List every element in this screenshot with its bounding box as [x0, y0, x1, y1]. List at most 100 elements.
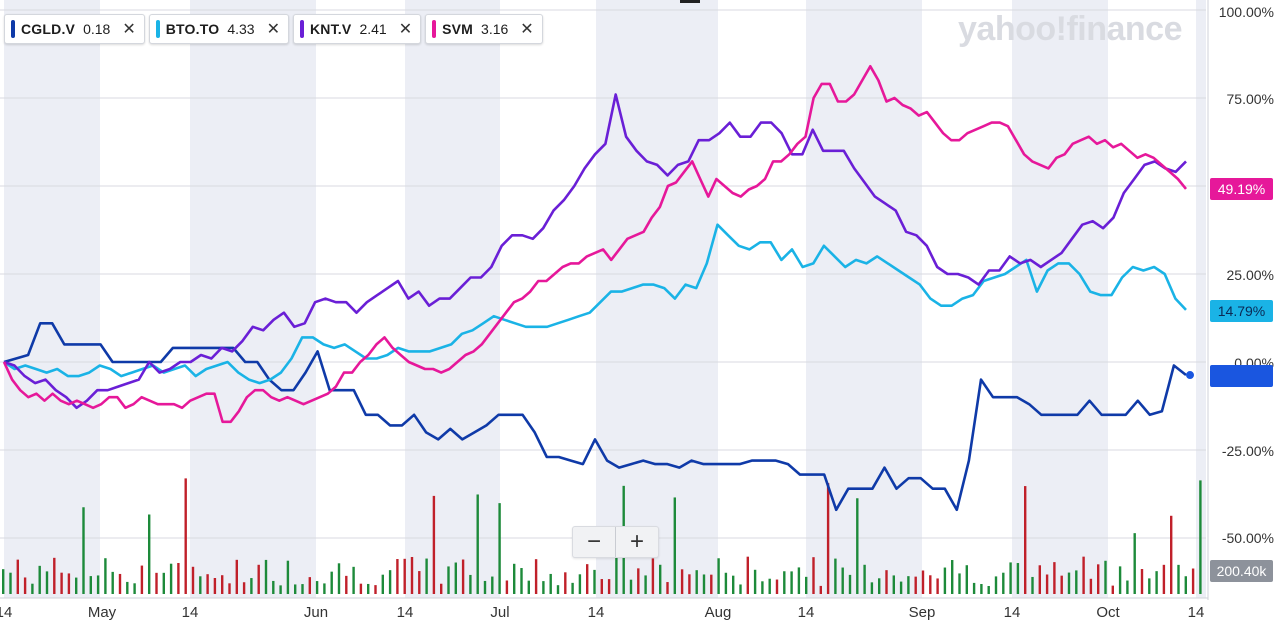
ticker-chip-bto[interactable]: BTO.TO 4.33 ✕ — [149, 14, 289, 44]
volume-bar — [1104, 561, 1106, 594]
series-line-knt-v — [4, 95, 1186, 408]
volume-bar — [1163, 565, 1165, 594]
volume-bar — [958, 573, 960, 594]
volume-bar — [871, 582, 873, 594]
volume-bar — [75, 578, 77, 594]
x-tick-label: Sep — [909, 604, 936, 621]
volume-bar — [279, 585, 281, 594]
volume-bar — [820, 586, 822, 594]
volume-bar — [1082, 557, 1084, 594]
close-icon[interactable]: ✕ — [267, 19, 280, 39]
volume-bar — [703, 574, 705, 594]
volume-bar — [1148, 578, 1150, 594]
ticker-color-swatch — [432, 20, 436, 38]
volume-bar — [1024, 486, 1026, 594]
cgld-last-point — [1186, 371, 1194, 379]
yahoo-finance-logo: yahoo!finance — [958, 10, 1182, 49]
volume-bar — [192, 567, 194, 594]
volume-bar — [331, 572, 333, 594]
volume-bar — [506, 580, 508, 594]
volume-bar — [243, 582, 245, 594]
volume-bar — [1075, 570, 1077, 594]
volume-bar — [1119, 566, 1121, 594]
volume-bar — [805, 577, 807, 594]
volume-bar — [214, 578, 216, 594]
volume-bar — [717, 558, 719, 594]
volume-bar — [995, 576, 997, 594]
volume-bar — [922, 571, 924, 594]
y-tick-label: -25.00% — [1222, 443, 1274, 459]
x-tick-label: Oct — [1096, 604, 1119, 621]
volume-bar — [790, 571, 792, 594]
volume-bar — [31, 584, 33, 594]
ticker-color-swatch — [11, 20, 15, 38]
volume-bar — [389, 570, 391, 594]
volume-bar — [856, 498, 858, 594]
volume-bar — [557, 585, 559, 594]
volume-bar — [754, 570, 756, 594]
volume-bar — [433, 496, 435, 594]
volume-bar — [966, 565, 968, 594]
volume-bar — [798, 567, 800, 594]
volume-bar — [732, 576, 734, 594]
volume-bar — [68, 573, 70, 594]
x-tick-label: 14 — [0, 604, 12, 621]
volume-bar — [929, 575, 931, 594]
volume-bar — [1097, 564, 1099, 594]
ticker-chip-knt[interactable]: KNT.V 2.41 ✕ — [293, 14, 421, 44]
svm-last-value-badge: 49.19% — [1210, 178, 1273, 200]
volume-bar — [630, 580, 632, 594]
volume-bar — [1090, 579, 1092, 594]
volume-bar — [338, 563, 340, 594]
volume-bar — [834, 559, 836, 594]
volume-bar — [528, 581, 530, 594]
volume-bar — [842, 568, 844, 594]
ticker-chip-cgld[interactable]: CGLD.V 0.18 ✕ — [4, 14, 145, 44]
volume-bar — [550, 574, 552, 594]
y-tick-label: 25.00% — [1227, 267, 1274, 283]
volume-badge: 200.40k — [1210, 560, 1273, 582]
volume-bar — [447, 566, 449, 594]
volume-bar — [696, 570, 698, 594]
volume-bar — [849, 575, 851, 594]
volume-bar — [46, 571, 48, 594]
volume-bar — [783, 571, 785, 594]
volume-bar — [374, 585, 376, 594]
volume-bar — [119, 574, 121, 594]
close-icon[interactable]: ✕ — [520, 19, 533, 39]
volume-bar — [60, 573, 62, 594]
ticker-value: 4.33 — [227, 21, 254, 37]
zoom-control: − + — [572, 526, 659, 558]
ticker-chip-svm[interactable]: SVM 3.16 ✕ — [425, 14, 543, 44]
volume-bar — [462, 560, 464, 594]
volume-bar — [885, 570, 887, 594]
volume-bar — [900, 582, 902, 594]
cgld-last-value-badge — [1210, 365, 1273, 387]
zoom-out-button[interactable]: − — [573, 527, 615, 557]
volume-bar — [221, 575, 223, 594]
volume-bar — [418, 571, 420, 594]
volume-bar — [82, 507, 84, 594]
volume-bar — [907, 576, 909, 594]
volume-bar — [739, 584, 741, 594]
volume-bar — [163, 573, 165, 594]
volume-bar — [827, 483, 829, 594]
volume-bar — [133, 583, 135, 594]
volume-bar — [652, 558, 654, 594]
volume-bar — [1170, 516, 1172, 594]
volume-bar — [1134, 533, 1136, 594]
volume-bar — [1053, 562, 1055, 594]
volume-bar — [206, 574, 208, 594]
volume-bar — [878, 578, 880, 594]
ticker-bar: CGLD.V 0.18 ✕ BTO.TO 4.33 ✕ KNT.V 2.41 ✕… — [4, 14, 543, 44]
volume-bar — [287, 561, 289, 594]
volume-bar — [688, 574, 690, 594]
volume-bar — [411, 557, 413, 594]
volume-bar — [455, 563, 457, 594]
volume-bar — [586, 564, 588, 594]
zoom-in-button[interactable]: + — [616, 527, 658, 557]
close-icon[interactable]: ✕ — [399, 19, 412, 39]
y-tick-label: -50.00% — [1222, 530, 1274, 546]
volume-bar — [644, 575, 646, 594]
close-icon[interactable]: ✕ — [122, 19, 135, 39]
